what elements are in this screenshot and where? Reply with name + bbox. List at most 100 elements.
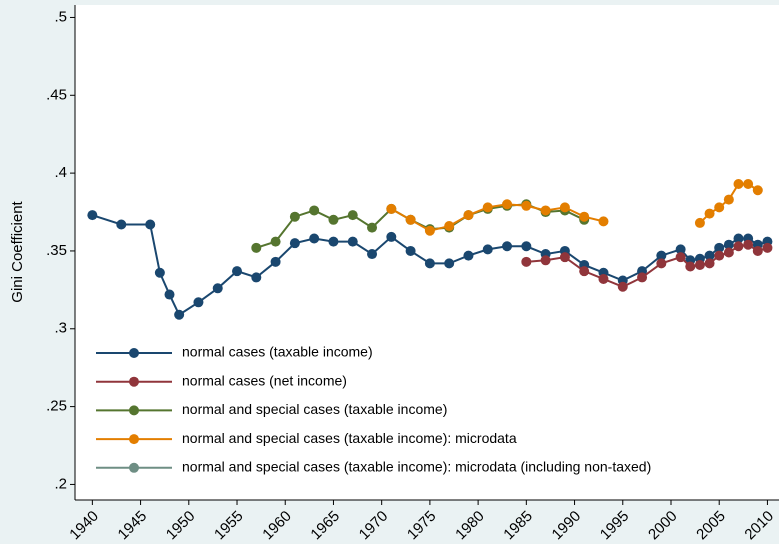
x-tick-label: 1995 [597, 508, 633, 544]
point [579, 211, 590, 222]
point [743, 179, 754, 190]
point [714, 242, 725, 253]
point [540, 255, 551, 266]
point [723, 194, 734, 205]
y-tick-label: .4 [54, 164, 67, 181]
point [463, 250, 474, 261]
x-tick-label: 1990 [549, 508, 585, 544]
point [174, 309, 185, 320]
point [309, 205, 320, 216]
point [579, 266, 590, 277]
point [704, 250, 715, 261]
x-tick-label: 1965 [307, 508, 343, 544]
point [540, 205, 551, 216]
point [405, 214, 416, 225]
y-tick-label: .2 [54, 475, 67, 492]
x-tick-label: 1955 [211, 508, 247, 544]
point [309, 233, 320, 244]
point [145, 219, 156, 230]
point [482, 202, 493, 213]
point [386, 203, 397, 214]
point [328, 236, 339, 247]
x-tick-label: 1945 [115, 508, 151, 544]
x-tick-label: 1960 [259, 508, 295, 544]
point [521, 241, 532, 252]
point [289, 238, 300, 249]
point [270, 256, 281, 267]
point [694, 259, 705, 270]
point [762, 242, 773, 253]
point [347, 210, 358, 221]
point [521, 200, 532, 211]
point [87, 210, 98, 221]
y-tick-label: .45 [46, 86, 67, 103]
point [232, 266, 243, 277]
legend-label: normal cases (taxable income) [182, 344, 373, 360]
x-tick-label: 1940 [66, 508, 102, 544]
point [675, 244, 686, 255]
legend-marker [129, 434, 139, 445]
point [723, 247, 734, 258]
point [598, 216, 609, 227]
point [714, 250, 725, 261]
x-tick-label: 1975 [404, 508, 440, 544]
legend-label: normal and special cases (taxable income… [182, 459, 651, 475]
point [694, 217, 705, 228]
point [270, 236, 281, 247]
point [733, 233, 744, 244]
point [193, 297, 204, 308]
point [685, 261, 696, 272]
legend-label: normal and special cases (taxable income… [182, 430, 517, 446]
x-tick-label: 2000 [645, 508, 681, 544]
x-tick-label: 2010 [741, 508, 777, 544]
point [444, 221, 455, 232]
point [656, 250, 667, 261]
point [424, 225, 435, 236]
y-tick-label: .3 [54, 320, 67, 337]
point [714, 202, 725, 213]
x-tick-label: 2005 [693, 508, 729, 544]
point [367, 249, 378, 260]
point [521, 256, 532, 267]
y-tick-label: .5 [54, 8, 67, 25]
point [482, 244, 493, 255]
x-tick-label: 1980 [452, 508, 488, 544]
point [116, 219, 127, 230]
point [502, 199, 513, 210]
point [617, 281, 628, 292]
point [405, 245, 416, 256]
point [251, 272, 262, 283]
point [367, 222, 378, 233]
point [675, 252, 686, 263]
legend-marker [129, 462, 139, 473]
point [704, 208, 715, 219]
y-tick-label: .35 [46, 242, 67, 259]
legend-marker [129, 405, 139, 416]
point [598, 273, 609, 284]
point [251, 242, 262, 253]
point [444, 258, 455, 269]
point [752, 245, 763, 256]
point [424, 258, 435, 269]
point [559, 252, 570, 263]
point [559, 202, 570, 213]
point [723, 239, 734, 250]
point [154, 267, 165, 278]
point [289, 211, 300, 222]
point [637, 272, 648, 283]
point [733, 179, 744, 190]
point [328, 214, 339, 225]
legend-label: normal and special cases (taxable income… [182, 401, 447, 417]
y-tick-label: .25 [46, 398, 67, 415]
point [704, 258, 715, 269]
x-tick-label: 1970 [356, 508, 392, 544]
legend-marker [129, 348, 139, 358]
point [733, 241, 744, 252]
x-tick-label: 1985 [500, 508, 536, 544]
legend-label: normal cases (net income) [182, 372, 347, 388]
point [656, 258, 667, 269]
point [386, 231, 397, 242]
point [743, 239, 754, 250]
point [502, 241, 513, 252]
